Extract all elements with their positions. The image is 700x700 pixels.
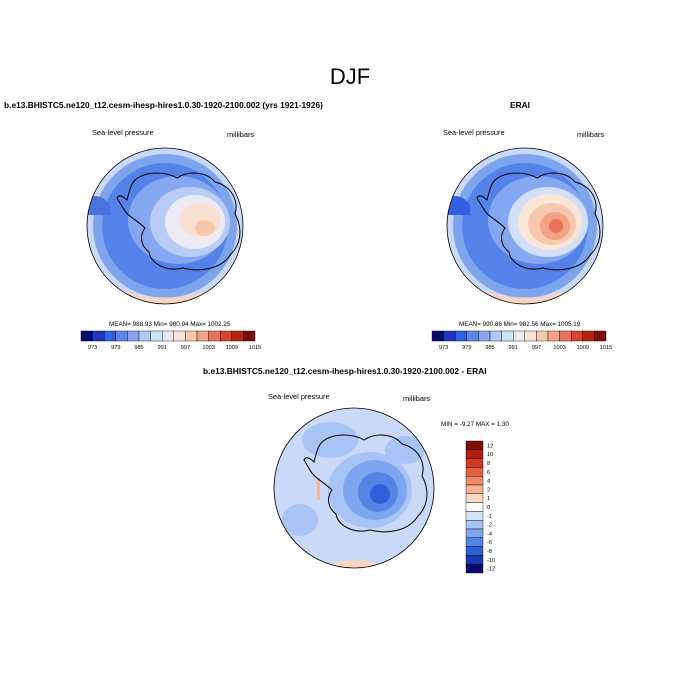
colorbar-swatch: [465, 440, 484, 451]
colorbar-swatch: [80, 330, 93, 342]
colorbar-tick-label: 985: [485, 345, 494, 351]
colorbar-tick-label: 0: [487, 505, 490, 511]
colorbar-swatch: [103, 330, 116, 342]
colorbar-swatch: [243, 330, 256, 342]
panel3-map: [273, 407, 435, 569]
colorbar-swatch: [465, 502, 484, 512]
colorbar-tick-label: 1: [487, 496, 490, 502]
colorbar-swatch: [465, 537, 484, 547]
colorbar-swatch: [513, 330, 526, 342]
colorbar-tick-label: -4: [487, 531, 492, 537]
colorbar-swatch: [219, 330, 232, 342]
colorbar-swatch: [478, 330, 491, 342]
colorbar-swatch: [465, 528, 484, 539]
panel2-colorbar: 973 979 985 991 997 1003 1009 1015: [431, 330, 612, 351]
colorbar-tick-label: -12: [487, 567, 495, 573]
panel3-units-label: millibars: [403, 394, 431, 403]
colorbar-tick-label: 985: [134, 345, 143, 351]
colorbar-tick-label: -6: [487, 540, 492, 546]
colorbar-swatch: [92, 330, 105, 342]
panel2-title: ERAI: [510, 100, 531, 110]
panel2-units-label: millibars: [577, 130, 605, 139]
colorbar-swatch: [465, 520, 484, 530]
colorbar-swatch: [465, 467, 484, 477]
colorbar-swatch: [150, 330, 163, 342]
colorbar-tick-label: 997: [181, 345, 190, 351]
colorbar-swatch: [465, 476, 484, 486]
colorbar-tick-label: 1009: [226, 345, 238, 351]
colorbar-swatch: [465, 458, 484, 468]
colorbar-swatch: [594, 330, 607, 342]
colorbar-tick-label: 1015: [249, 345, 261, 351]
panel3-stats: MIN = -9.27 MAX = 1.30: [441, 421, 509, 428]
colorbar-tick-label: 1003: [202, 345, 214, 351]
colorbar-tick-label: 973: [439, 345, 448, 351]
colorbar-tick-label: 991: [158, 345, 167, 351]
panel1-title: b.e13.BHISTC5.ne120_t12.cesm-ihesp-hires…: [4, 100, 323, 110]
colorbar-tick-label: -8: [487, 549, 492, 555]
colorbar-tick-label: -2: [487, 523, 492, 529]
colorbar-swatch: [489, 330, 502, 342]
panel3-variable-label: Sea-level pressure: [268, 392, 330, 401]
colorbar-tick-label: 991: [509, 345, 518, 351]
colorbar-swatch: [231, 330, 244, 342]
colorbar-swatch: [524, 330, 537, 342]
panel1-colorbar: 973 979 985 991 997 1003 1009 1015: [80, 330, 261, 351]
colorbar-swatch: [443, 330, 456, 342]
colorbar-tick-label: 1009: [577, 345, 589, 351]
colorbar-swatch: [571, 330, 584, 342]
panel1-stats: MEAN= 988.93 Min= 980.94 Max= 1002.25: [109, 321, 231, 328]
colorbar-swatch: [465, 449, 484, 459]
figure-title: DJF: [329, 64, 371, 89]
colorbar-swatch: [431, 330, 444, 342]
panel2-map: [446, 147, 604, 305]
panel1-units-label: millibars: [227, 130, 255, 139]
colorbar-swatch: [465, 493, 484, 503]
colorbar-swatch: [465, 555, 484, 565]
colorbar-swatch: [582, 330, 595, 342]
colorbar-tick-label: 6: [487, 470, 490, 476]
colorbar-swatch: [559, 330, 572, 342]
colorbar-swatch: [173, 330, 186, 342]
panel3-title: b.e13.BHISTC5.ne120_t12.cesm-ihesp-hires…: [203, 366, 487, 376]
colorbar-tick-label: 2: [487, 487, 490, 493]
colorbar-swatch: [115, 330, 128, 342]
colorbar-tick-label: 997: [532, 345, 541, 351]
colorbar-swatch: [465, 546, 484, 556]
colorbar-tick-label: 12: [487, 443, 493, 449]
colorbar-swatch: [138, 330, 151, 342]
colorbar-swatch: [536, 330, 549, 342]
colorbar-swatch: [127, 330, 140, 342]
colorbar-swatch: [185, 330, 198, 342]
colorbar-swatch: [161, 330, 174, 342]
panel2-stats: MEAN= 990.86 Min= 982.56 Max= 1005.19: [459, 321, 581, 328]
colorbar-swatch: [455, 330, 468, 342]
colorbar-tick-label: 8: [487, 461, 490, 467]
colorbar-tick-label: 979: [462, 345, 471, 351]
colorbar-tick-label: 4: [487, 479, 490, 485]
colorbar-tick-label: -1: [487, 514, 492, 520]
colorbar-swatch: [466, 330, 479, 342]
colorbar-swatch: [501, 330, 514, 342]
colorbar-tick-label: 973: [88, 345, 97, 351]
colorbar-tick-label: 1015: [600, 345, 612, 351]
colorbar-swatch: [465, 564, 484, 574]
colorbar-swatch: [196, 330, 209, 342]
colorbar-swatch: [465, 511, 484, 521]
colorbar-swatch: [465, 484, 484, 495]
panel1-variable-label: Sea-level pressure: [92, 128, 154, 137]
colorbar-tick-label: 979: [111, 345, 120, 351]
colorbar-tick-label: 10: [487, 452, 493, 458]
colorbar-swatch: [208, 330, 221, 342]
colorbar-tick-label: -10: [487, 558, 495, 564]
panel2-variable-label: Sea-level pressure: [443, 128, 505, 137]
panel1-map: [86, 147, 244, 305]
colorbar-tick-label: 1003: [553, 345, 565, 351]
colorbar-swatch: [547, 330, 560, 342]
